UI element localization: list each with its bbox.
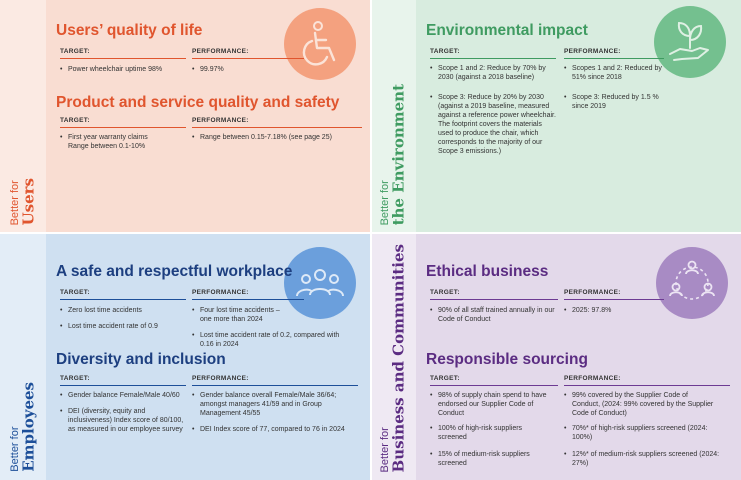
emp-title-1: A safe and respectful workplace — [56, 263, 293, 280]
users-target-head-1: TARGET: — [60, 48, 90, 55]
emp-target-head-2: TARGET: — [60, 375, 90, 382]
users-target-2-1: First year warranty claims Range between… — [60, 133, 170, 151]
env-target-head-1: TARGET: — [430, 48, 460, 55]
users-perf-1-1: 99.97% — [192, 65, 342, 74]
biz-perf-head-2: PERFORMANCE: — [564, 375, 621, 382]
users-perf-head-1: PERFORMANCE: — [192, 48, 249, 55]
biz-target-1-1: 90% of all staff trained annually in our… — [430, 306, 560, 324]
emp-perf-1-2: Lost time accident rate of 0.2, compared… — [192, 331, 342, 349]
quadrant-business: Better for Business and Communities Ethi… — [370, 233, 741, 480]
users-rule-2a — [60, 127, 186, 128]
env-target-1-2: Scope 3: Reduce by 20% by 2030 (against … — [430, 93, 558, 156]
biz-rule-1a — [430, 299, 558, 300]
people-group-icon — [284, 247, 356, 319]
emp-rule-1a — [60, 299, 186, 300]
quadrant-users: Better for Users Users’ quality of life … — [0, 0, 370, 233]
biz-perf-2-3: 12%* of medium-risk suppliers screened (… — [564, 450, 724, 468]
emp-perf-head-2: PERFORMANCE: — [192, 375, 249, 382]
emp-perf-2-2: DEI Index score of 77, compared to 76 in… — [192, 425, 358, 434]
emp-perf-2-1: Gender balance overall Female/Male 36/64… — [192, 391, 352, 418]
horizontal-divider — [0, 232, 741, 234]
env-perf-1-2: Scope 3: Reduced by 1.5 % since 2019 — [564, 93, 668, 111]
users-perf-head-2: PERFORMANCE: — [192, 117, 249, 124]
env-target-1-1: Scope 1 and 2: Reduce by 70% by 2030 (ag… — [430, 64, 558, 82]
users-sidebar: Better for Users — [0, 0, 46, 233]
users-perf-2-1: Range between 0.15-7.18% (see page 25) — [192, 133, 362, 142]
quadrant-employees: Better for Employees A safe and respectf… — [0, 233, 370, 480]
quadrant-environment: Better for the Environment Environmental… — [370, 0, 741, 233]
users-side-big: Users — [19, 177, 38, 225]
env-side-label: Better for the Environment — [379, 83, 408, 225]
env-rule-1b — [564, 58, 664, 59]
emp-title-2: Diversity and inclusion — [56, 351, 226, 368]
emp-perf-1-1: Four lost time accidents – one more than… — [192, 306, 292, 324]
vertical-divider — [370, 0, 372, 480]
community-circle-icon — [656, 247, 728, 319]
biz-target-2-3: 15% of medium-risk suppliers screened — [430, 450, 550, 468]
biz-target-head-2: TARGET: — [430, 375, 460, 382]
emp-rule-2b — [192, 385, 358, 386]
biz-perf-1-1: 2025: 97.8% — [564, 306, 674, 315]
biz-title-2: Responsible sourcing — [426, 351, 588, 368]
users-rule-1a — [60, 58, 186, 59]
biz-sidebar: Better for Business and Communities — [370, 233, 416, 480]
emp-perf-head-1: PERFORMANCE: — [192, 289, 249, 296]
biz-rule-1b — [564, 299, 664, 300]
users-rule-2b — [192, 127, 362, 128]
biz-target-head-1: TARGET: — [430, 289, 460, 296]
users-rule-1b — [192, 58, 304, 59]
plant-in-hand-icon — [654, 6, 726, 78]
users-target-1-1: Power wheelchair uptime 98% — [60, 65, 186, 74]
env-side-big: the Environment — [389, 83, 408, 225]
emp-target-2-2: DEI (diversity, equity and inclusiveness… — [60, 407, 188, 434]
biz-side-label: Better for Business and Communities — [379, 243, 408, 472]
biz-perf-2-2: 70%* of high-risk suppliers screened (20… — [564, 424, 724, 442]
emp-rule-2a — [60, 385, 186, 386]
emp-side-label: Better for Employees — [9, 382, 38, 472]
emp-side-big: Employees — [19, 382, 38, 472]
users-title-2: Product and service quality and safety — [56, 94, 340, 111]
env-perf-1-1: Scopes 1 and 2: Reduced by 51% since 201… — [564, 64, 668, 82]
biz-side-big: Business and Communities — [389, 243, 408, 472]
biz-rule-2a — [430, 385, 558, 386]
emp-target-1-2: Lost time accident rate of 0.9 — [60, 322, 186, 331]
biz-perf-head-1: PERFORMANCE: — [564, 289, 621, 296]
env-rule-1a — [430, 58, 556, 59]
users-title-1: Users’ quality of life — [56, 22, 203, 39]
emp-target-2-1: Gender balance Female/Male 40/60 — [60, 391, 190, 400]
emp-target-head-1: TARGET: — [60, 289, 90, 296]
env-sidebar: Better for the Environment — [370, 0, 416, 233]
biz-title-1: Ethical business — [426, 263, 549, 280]
env-title-1: Environmental impact — [426, 22, 588, 39]
biz-perf-2-1: 99% covered by the Supplier Code of Cond… — [564, 391, 714, 418]
biz-rule-2b — [564, 385, 730, 386]
emp-rule-1b — [192, 299, 304, 300]
emp-target-1-1: Zero lost time accidents — [60, 306, 186, 315]
env-perf-head-1: PERFORMANCE: — [564, 48, 621, 55]
biz-target-2-2: 100% of high-risk suppliers screened — [430, 424, 550, 442]
emp-sidebar: Better for Employees — [0, 233, 46, 480]
biz-target-2-1: 98% of supply chain spend to have endors… — [430, 391, 558, 418]
users-target-head-2: TARGET: — [60, 117, 90, 124]
users-side-label: Better for Users — [9, 177, 38, 225]
